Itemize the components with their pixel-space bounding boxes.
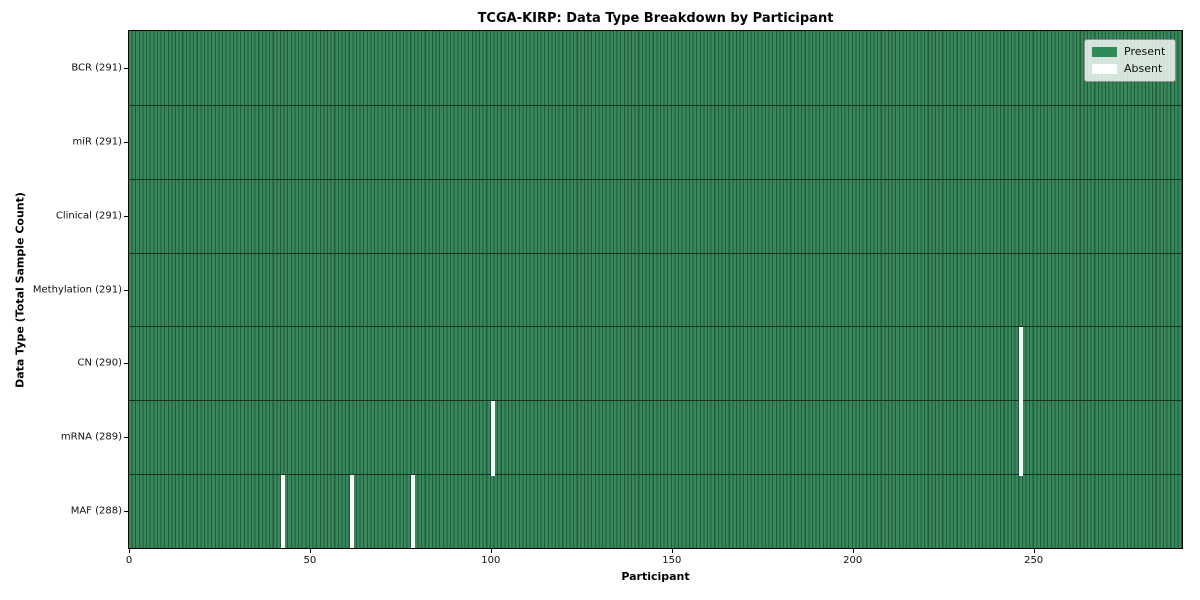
legend-item-present: Present bbox=[1092, 46, 1168, 58]
y-tick-mark bbox=[124, 67, 128, 69]
x-tick-mark bbox=[309, 549, 311, 553]
row-divider bbox=[129, 400, 1182, 402]
x-tick-mark bbox=[1033, 549, 1035, 553]
absent-marker-maf-42 bbox=[280, 475, 285, 548]
y-tick-label-cn: CN (290) bbox=[77, 357, 122, 369]
x-tick-label-100: 100 bbox=[481, 555, 501, 566]
row-band-methylation bbox=[129, 252, 1182, 327]
absent-marker-maf-78 bbox=[411, 475, 416, 548]
legend-item-absent: Absent bbox=[1092, 63, 1168, 75]
absent-marker-maf-61 bbox=[349, 475, 354, 548]
row-divider bbox=[129, 326, 1182, 328]
x-tick-label-50: 50 bbox=[303, 555, 317, 566]
row-band-mir bbox=[129, 104, 1182, 179]
y-tick-label-mrna: mRNA (289) bbox=[60, 431, 122, 443]
x-tick-label-0: 0 bbox=[125, 555, 133, 566]
legend-label: Absent bbox=[1124, 62, 1163, 75]
row-divider bbox=[129, 178, 1182, 180]
y-tick-mark bbox=[124, 215, 128, 217]
row-band-maf bbox=[129, 474, 1182, 548]
y-tick-label-mir: miR (291) bbox=[72, 136, 122, 148]
y-tick-mark bbox=[124, 141, 128, 143]
y-tick-label-maf: MAF (288) bbox=[70, 505, 122, 517]
row-band-cn bbox=[129, 326, 1182, 401]
x-tick-mark bbox=[129, 549, 130, 553]
y-tick-label-clinical: Clinical (291) bbox=[55, 210, 122, 222]
y-tick-mark bbox=[124, 511, 128, 513]
present-swatch bbox=[1092, 47, 1117, 57]
x-axis-label: Participant bbox=[621, 570, 690, 583]
row-divider bbox=[129, 474, 1182, 476]
row-divider bbox=[129, 252, 1182, 254]
row-divider bbox=[129, 104, 1182, 106]
absent-swatch bbox=[1092, 64, 1117, 74]
y-tick-label-bcr: BCR (291) bbox=[71, 62, 122, 74]
x-tick-mark bbox=[852, 549, 854, 553]
absent-marker-mrna-100 bbox=[490, 401, 495, 477]
x-tick-label-150: 150 bbox=[662, 555, 682, 566]
x-tick-label-250: 250 bbox=[1024, 555, 1044, 566]
y-tick-label-methylation: Methylation (291) bbox=[32, 284, 122, 295]
y-tick-mark bbox=[124, 289, 128, 291]
row-band-bcr bbox=[129, 31, 1182, 105]
y-tick-mark bbox=[124, 437, 128, 439]
absent-marker-cn-246 bbox=[1018, 327, 1023, 403]
row-band-clinical bbox=[129, 178, 1182, 253]
chart-title: TCGA-KIRP: Data Type Breakdown by Partic… bbox=[477, 11, 834, 26]
plot-area bbox=[128, 30, 1183, 549]
legend-label: Present bbox=[1124, 45, 1166, 58]
x-tick-mark bbox=[671, 549, 673, 553]
legend: Present Absent bbox=[1084, 39, 1176, 82]
y-tick-mark bbox=[124, 363, 128, 365]
absent-marker-mrna-246 bbox=[1018, 401, 1023, 477]
x-tick-mark bbox=[490, 549, 492, 553]
row-band-mrna bbox=[129, 400, 1182, 475]
x-tick-label-200: 200 bbox=[843, 555, 863, 566]
